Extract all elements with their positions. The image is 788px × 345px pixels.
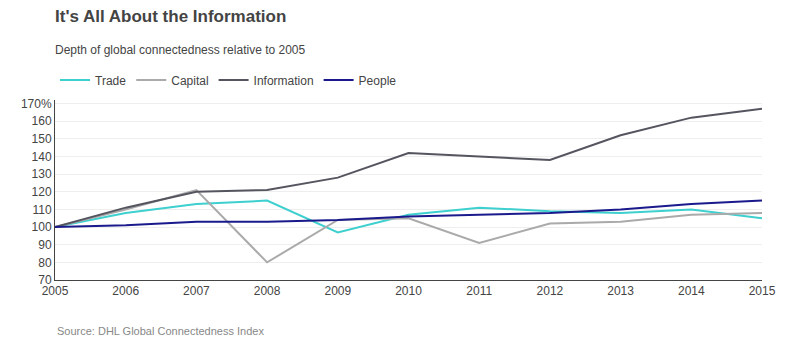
svg-text:2007: 2007 (183, 284, 210, 298)
svg-text:140: 140 (32, 150, 52, 164)
svg-text:2009: 2009 (324, 284, 351, 298)
svg-text:Source: DHL Global Connectedne: Source: DHL Global Connectedness Index (57, 325, 264, 337)
svg-text:70: 70 (38, 273, 52, 287)
svg-text:2008: 2008 (254, 284, 281, 298)
svg-text:120: 120 (32, 185, 52, 199)
svg-text:100: 100 (32, 220, 52, 234)
svg-text:2014: 2014 (678, 284, 705, 298)
svg-text:2011: 2011 (466, 284, 492, 298)
svg-text:150: 150 (32, 132, 52, 146)
svg-text:130: 130 (32, 167, 52, 181)
svg-text:Capital: Capital (171, 74, 208, 88)
svg-text:2012: 2012 (537, 284, 564, 298)
svg-text:Information: Information (254, 74, 314, 88)
svg-text:Trade: Trade (95, 74, 126, 88)
svg-text:170%: 170% (21, 97, 52, 111)
svg-text:Depth of global connectedness: Depth of global connectedness relative t… (55, 43, 305, 57)
svg-text:2005: 2005 (42, 284, 69, 298)
svg-text:2010: 2010 (395, 284, 422, 298)
svg-text:2015: 2015 (749, 284, 776, 298)
svg-text:90: 90 (38, 238, 52, 252)
svg-text:It's All About the Information: It's All About the Information (55, 7, 286, 26)
svg-text:160: 160 (32, 114, 52, 128)
svg-text:2013: 2013 (607, 284, 634, 298)
svg-text:2006: 2006 (112, 284, 139, 298)
svg-text:80: 80 (38, 256, 52, 270)
svg-text:110: 110 (32, 203, 51, 217)
svg-text:People: People (359, 74, 397, 88)
